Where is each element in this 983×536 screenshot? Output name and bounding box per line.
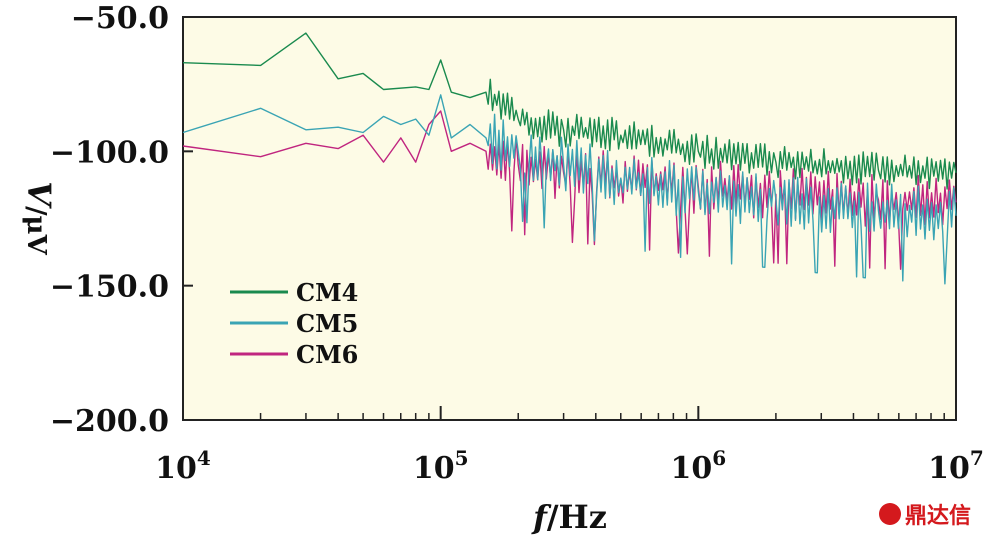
x-axis-label-italic: f [531,498,552,536]
legend-label-cm4: CM4 [296,278,358,307]
y-axis-label-italic: V [20,181,58,209]
series-line-cm6 [182,110,957,270]
y-axis-label-unit: /μV [21,206,51,256]
x-tick-label: 104 [155,446,211,486]
x-axis-label: f/Hz [531,498,607,536]
logo-icon [878,503,901,525]
x-tick-label: 106 [670,446,726,486]
watermark: 鼎达信 [878,498,971,530]
x-tick-label: 105 [413,446,469,486]
watermark-text: 鼎达信 [904,504,971,529]
series-layer [182,32,957,285]
legend-label-cm6: CM6 [296,340,358,369]
x-tick-label: 107 [928,446,983,486]
y-tick-label: −100.0 [50,135,169,170]
series-line-cm4 [182,32,957,190]
y-tick-label: −200.0 [50,404,169,439]
y-tick-label: −150.0 [50,270,169,305]
y-axis-label: V/μV [20,181,58,255]
axis-layer: −50.0 −100.0 −150.0 −200.0 104 105 106 107 [50,1,983,486]
series-line-cm5 [182,94,957,285]
y-tick-label: −50.0 [71,1,169,36]
legend-label-cm5: CM5 [296,309,358,338]
x-axis-label-unit: /Hz [547,498,607,536]
